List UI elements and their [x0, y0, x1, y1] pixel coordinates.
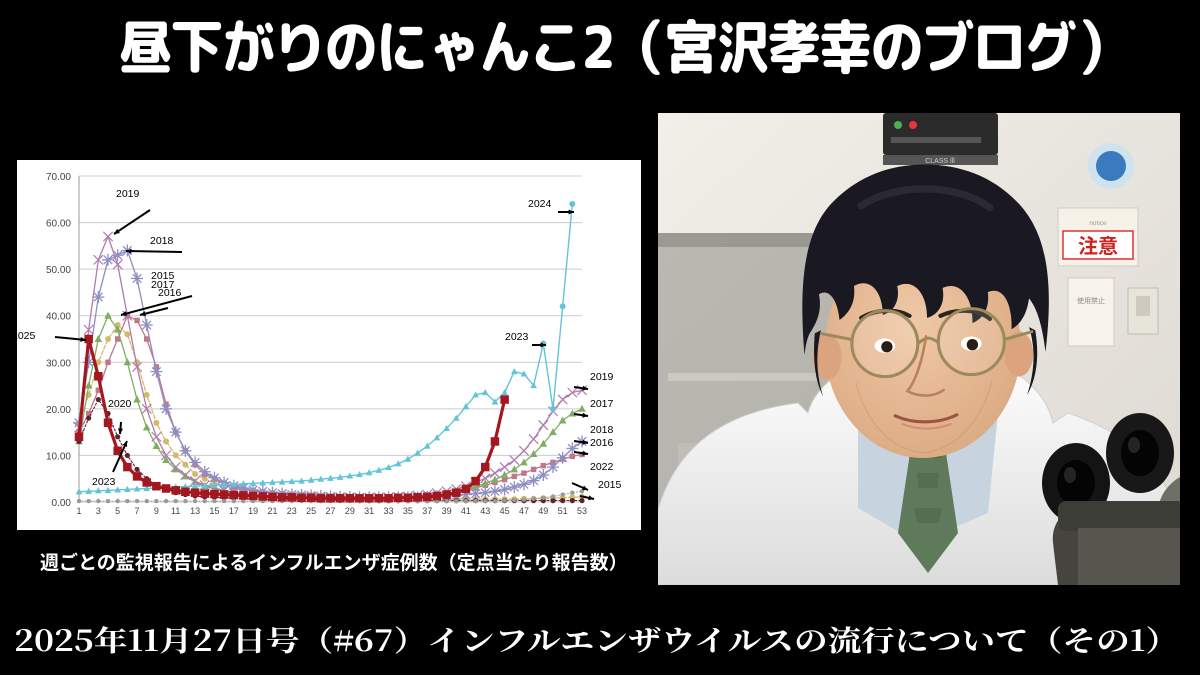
svg-text:2023: 2023 [92, 476, 116, 488]
svg-text:CLASS lll: CLASS lll [925, 158, 955, 165]
svg-text:70.00: 70.00 [46, 172, 71, 183]
svg-text:53: 53 [577, 506, 587, 516]
svg-text:使用禁止: 使用禁止 [1077, 296, 1105, 305]
svg-text:51: 51 [558, 506, 568, 516]
svg-text:35: 35 [403, 506, 413, 516]
svg-text:13: 13 [190, 506, 200, 516]
svg-text:17: 17 [229, 506, 239, 516]
svg-text:2015: 2015 [598, 479, 622, 491]
svg-text:60.00: 60.00 [46, 219, 71, 230]
svg-text:11: 11 [171, 506, 180, 516]
svg-text:33: 33 [384, 506, 394, 516]
svg-text:2025: 2025 [17, 330, 36, 342]
svg-text:2015: 2015 [151, 270, 175, 282]
svg-text:30.00: 30.00 [46, 358, 71, 369]
svg-text:45: 45 [500, 506, 510, 516]
svg-text:31: 31 [364, 506, 374, 516]
svg-text:23: 23 [287, 506, 297, 516]
svg-text:49: 49 [538, 506, 548, 516]
svg-text:29: 29 [345, 506, 355, 516]
svg-text:15: 15 [209, 506, 219, 516]
svg-text:2017: 2017 [590, 398, 614, 410]
svg-text:2018: 2018 [150, 235, 174, 247]
svg-text:37: 37 [422, 506, 432, 516]
svg-text:40.00: 40.00 [46, 312, 71, 323]
svg-text:25: 25 [306, 506, 316, 516]
svg-text:2020: 2020 [108, 398, 132, 410]
svg-text:41: 41 [461, 506, 471, 516]
svg-text:2022: 2022 [590, 461, 614, 473]
svg-text:2019: 2019 [590, 371, 614, 383]
svg-text:注意: 注意 [1078, 230, 1118, 259]
svg-text:47: 47 [519, 506, 529, 516]
svg-text:2023: 2023 [505, 331, 529, 343]
svg-text:5: 5 [115, 506, 120, 516]
svg-text:9: 9 [154, 506, 159, 516]
svg-text:43: 43 [480, 506, 490, 516]
svg-text:2016: 2016 [590, 437, 614, 449]
svg-text:0.00: 0.00 [52, 498, 72, 509]
svg-text:2024: 2024 [528, 198, 552, 210]
svg-text:2018: 2018 [590, 424, 614, 436]
svg-text:21: 21 [267, 506, 277, 516]
svg-text:2016: 2016 [158, 287, 182, 299]
svg-text:2019: 2019 [116, 188, 140, 200]
svg-text:19: 19 [248, 506, 258, 516]
svg-text:39: 39 [442, 506, 452, 516]
svg-text:7: 7 [135, 506, 140, 516]
svg-text:27: 27 [325, 506, 335, 516]
svg-text:notice: notice [1089, 220, 1107, 227]
svg-text:3: 3 [96, 506, 101, 516]
svg-text:50.00: 50.00 [46, 265, 71, 276]
svg-text:1: 1 [76, 506, 81, 516]
svg-text:10.00: 10.00 [46, 451, 71, 462]
svg-text:20.00: 20.00 [46, 405, 71, 416]
